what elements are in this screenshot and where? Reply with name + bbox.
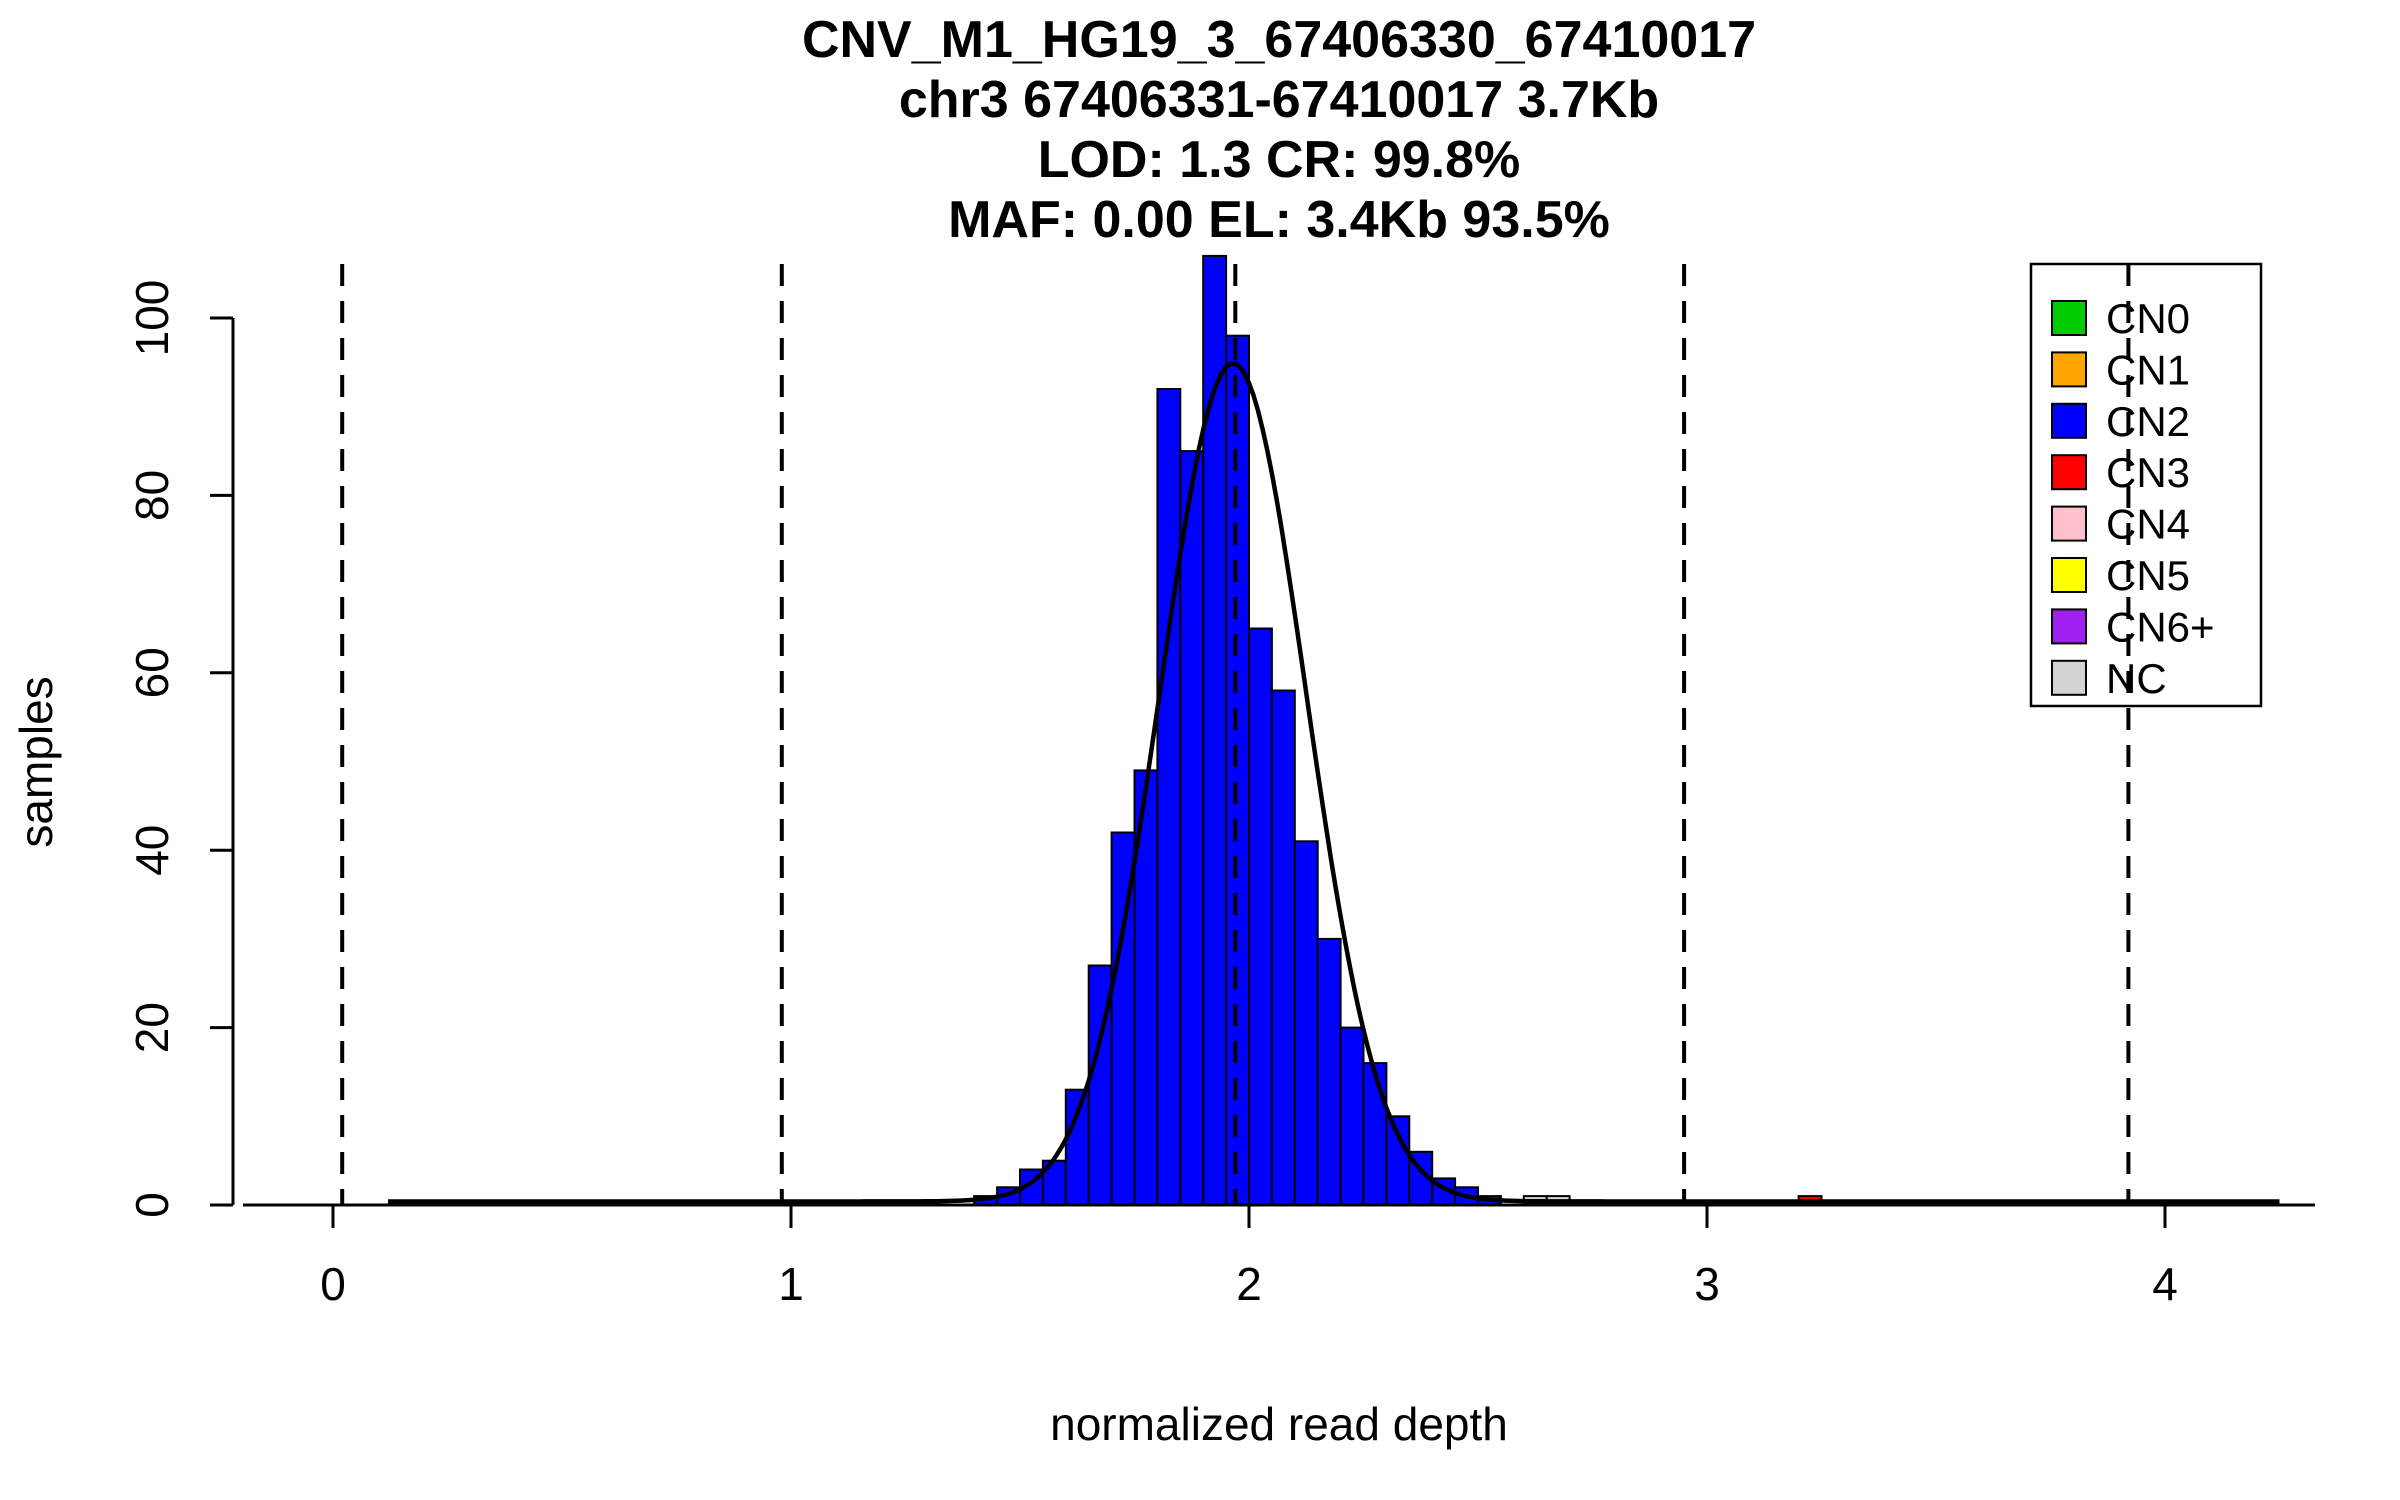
x-tick-label: 0 xyxy=(320,1258,346,1310)
axes-layer: normalized read depth samples 0 1 2 3 402040… xyxy=(10,280,2315,1450)
x-tick-label: 4 xyxy=(2152,1258,2178,1310)
legend-swatch-cn4 xyxy=(2051,505,2087,542)
x-tick-label: 1 xyxy=(778,1258,804,1310)
x-tick-label: 3 xyxy=(1694,1258,1720,1310)
histogram-bar-cn2 xyxy=(1064,1088,1090,1206)
chart-title: CNV_M1_HG19_3_67406330_67410017 chr3 674… xyxy=(243,10,2315,250)
y-tick-label: 40 xyxy=(126,825,178,876)
chart-title-line-1: CNV_M1_HG19_3_67406330_67410017 xyxy=(801,11,1757,69)
y-tick-label: 20 xyxy=(126,1002,178,1053)
legend-label-nc: NC xyxy=(2106,655,2167,702)
gaussian-fit-curve xyxy=(388,361,2280,1204)
histogram-bar-cn2 xyxy=(1248,627,1273,1206)
legend-swatch-cn1 xyxy=(2051,351,2087,388)
histogram-bar-cn2 xyxy=(1316,937,1342,1207)
chart-title-line-3: LOD: 1.3 CR: 99.8% xyxy=(1037,131,1521,189)
histogram-bar-cn2 xyxy=(1339,1026,1365,1206)
legend-swatch-cn0 xyxy=(2051,300,2087,336)
histogram-bars-layer xyxy=(973,254,1823,1207)
legend-swatch-cn3 xyxy=(2051,454,2087,491)
chart-title-line-2: chr3 67406331-67410017 3.7Kb xyxy=(898,71,1660,129)
y-tick-label: 0 xyxy=(126,1192,178,1218)
legend-label-cn0: CN0 xyxy=(2106,295,2190,342)
y-tick-label: 100 xyxy=(126,280,178,357)
fit-curve-layer xyxy=(388,361,2280,1204)
histogram-bar-cn2 xyxy=(1202,254,1228,1206)
legend-swatch-cn5 xyxy=(2051,557,2087,593)
copy-number-threshold-lines xyxy=(340,264,2131,1205)
y-tick-label: 60 xyxy=(126,647,178,698)
legend-label-cn6plus: CN6+ xyxy=(2106,603,2215,650)
legend-swatch-cn2 xyxy=(2051,402,2087,439)
legend-label-cn1: CN1 xyxy=(2106,346,2190,393)
legend-label-cn2: CN2 xyxy=(2106,398,2190,445)
legend-label-cn5: CN5 xyxy=(2106,552,2190,599)
chart-title-line-4: MAF: 0.00 EL: 3.4Kb 93.5% xyxy=(948,191,1610,249)
x-axis-title: normalized read depth xyxy=(1050,1398,1508,1450)
legend-label-cn3: CN3 xyxy=(2106,449,2190,496)
histogram-bar-cn2 xyxy=(1293,840,1319,1206)
legend-swatch-nc xyxy=(2051,659,2087,696)
histogram-bar-cn2 xyxy=(1270,689,1296,1206)
y-tick-label: 80 xyxy=(126,470,178,521)
legend-label-cn4: CN4 xyxy=(2106,501,2190,548)
histogram-bar-cn2 xyxy=(1362,1062,1388,1206)
histogram-bar-cn2 xyxy=(1179,450,1205,1207)
x-tick-label: 2 xyxy=(1236,1258,1262,1310)
histogram-bar-cn2 xyxy=(1156,388,1182,1206)
histogram-bar-cn2 xyxy=(1225,334,1250,1206)
legend-swatch-cn6plus xyxy=(2051,608,2087,645)
y-axis-title: samples xyxy=(10,676,62,847)
